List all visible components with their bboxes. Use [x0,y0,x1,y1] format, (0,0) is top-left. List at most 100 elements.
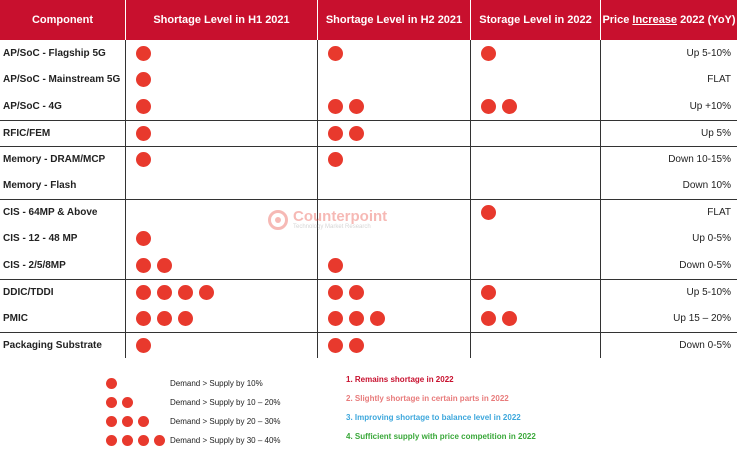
storage-2022-level [471,252,601,279]
table-row: Packaging Substrate Down 0-5% [0,331,737,358]
shortage-dot-icon [328,98,343,114]
h1-2021-level [126,40,318,67]
shortage-dot-icon [328,45,343,61]
table-row: Memory - DRAM/MCP Down 10-15% [0,146,737,173]
h1-2021-level [126,252,318,279]
table-row: AP/SoC - Mainstream 5G FLAT [0,66,737,93]
header-price-prefix: Price [602,14,633,26]
shortage-dot-icon [481,284,496,300]
shortage-dot-icon [481,310,496,326]
legend-dot-icon [122,435,133,446]
legend-dot-icon [106,378,117,389]
shortage-dot-icon [178,310,193,326]
header-h2-2021: Shortage Level in H2 2021 [318,0,471,40]
shortage-dot-icon [328,257,343,273]
table-row: AP/SoC - 4G Up +10% [0,93,737,120]
price-change: Up 0-5% [692,233,731,245]
legend-item: Demand > Supply by 10 – 20% [106,393,281,412]
shortage-dot-icon [502,310,517,326]
shortage-dot-icon [136,284,151,300]
storage-2022-level [471,120,601,146]
legend-dots [106,435,170,446]
storage-2022-level [471,279,601,305]
component-name: CIS - 64MP & Above [0,200,126,226]
table-body: AP/SoC - Flagship 5G Up 5-10% AP/SoC - Mai… [0,40,737,358]
legend-dots [106,416,170,427]
shortage-dot-icon [136,72,151,88]
legend-text: Demand > Supply by 10 – 20% [170,398,281,407]
shortage-dot-icon [328,152,343,168]
table-row: RFIC/FEM Up 5% [0,119,737,146]
shortage-dot-icon [349,125,364,141]
h2-2021-level [318,66,471,93]
price-change: Up 15 – 20% [673,312,731,324]
storage-2022-level [471,66,601,93]
component-name: AP/SoC - 4G [0,93,126,120]
shortage-dot-icon [136,45,151,61]
component-name: AP/SoC - Mainstream 5G [0,66,126,93]
component-name: CIS - 12 - 48 MP [0,225,126,252]
shortage-dot-icon [481,205,496,221]
shortage-dot-icon [136,337,151,353]
shortage-dot-icon [328,310,343,326]
table-row: Memory - Flash Down 10% [0,172,737,199]
watermark-tagline: Technology Market Research [293,224,371,230]
header-price-increase: Price Increase 2022 (YoY) [601,0,737,40]
header-price-suffix: 2022 (YoY) [677,14,736,26]
h1-2021-level [126,200,318,226]
storage-2022-level [471,225,601,252]
shortage-dot-icon [502,98,517,114]
h1-2021-level [126,172,318,199]
h2-2021-level [318,332,471,358]
storage-2022-level [471,40,601,67]
table-row: DDIC/TDDI Up 5-10% [0,278,737,305]
h2-2021-level [318,200,471,226]
legend-note: 1. Remains shortage in 2022 [346,375,454,384]
h1-2021-level [126,93,318,120]
component-name: Packaging Substrate [0,332,126,358]
component-name: Memory - Flash [0,172,126,199]
component-name: DDIC/TDDI [0,279,126,305]
h1-2021-level [126,225,318,252]
header-h1-2021: Shortage Level in H1 2021 [126,0,318,40]
shortage-dot-icon [178,284,193,300]
header-price-underlined: Increase [632,14,678,26]
price-change: Down 0-5% [679,339,731,351]
price-change: Down 0-5% [679,259,731,271]
h2-2021-level [318,252,471,279]
shortage-dot-icon [370,310,385,326]
shortage-dot-icon [136,231,151,247]
h1-2021-level [126,66,318,93]
h1-2021-level [126,305,318,332]
shortage-dot-icon [199,284,214,300]
h2-2021-level [318,93,471,120]
shortage-dot-icon [136,310,151,326]
legend-note: 3. Improving shortage to balance level i… [346,413,521,422]
component-name: PMIC [0,305,126,332]
table-row: CIS - 12 - 48 MP Up 0-5% [0,225,737,252]
legend-dots [106,378,170,389]
legend-dots [106,397,170,408]
shortage-dot-icon [349,337,364,353]
shortage-dot-icon [157,257,172,273]
header-storage-2022: Storage Level in 2022 [471,0,601,40]
shortage-dot-icon [481,45,496,61]
component-name: Memory - DRAM/MCP [0,147,126,173]
component-name: RFIC/FEM [0,120,126,146]
price-change: Down 10% [682,180,731,192]
price-change: Up 5-10% [686,286,731,298]
storage-2022-level [471,147,601,173]
legend-dot-icon [122,397,133,408]
table-row: CIS - 2/5/8MP Down 0-5% [0,252,737,279]
shortage-table: Component Shortage Level in H1 2021 Shor… [0,0,737,358]
price-change: Up +10% [689,100,731,112]
shortage-dot-icon [349,284,364,300]
shortage-dot-icon [136,152,151,168]
shortage-dot-icon [481,98,496,114]
legend-dot-icon [154,435,165,446]
shortage-dot-icon [136,125,151,141]
shortage-dot-icon [349,98,364,114]
shortage-dot-icon [157,310,172,326]
legend-item: Demand > Supply by 10% [106,374,281,393]
storage-2022-level [471,172,601,199]
